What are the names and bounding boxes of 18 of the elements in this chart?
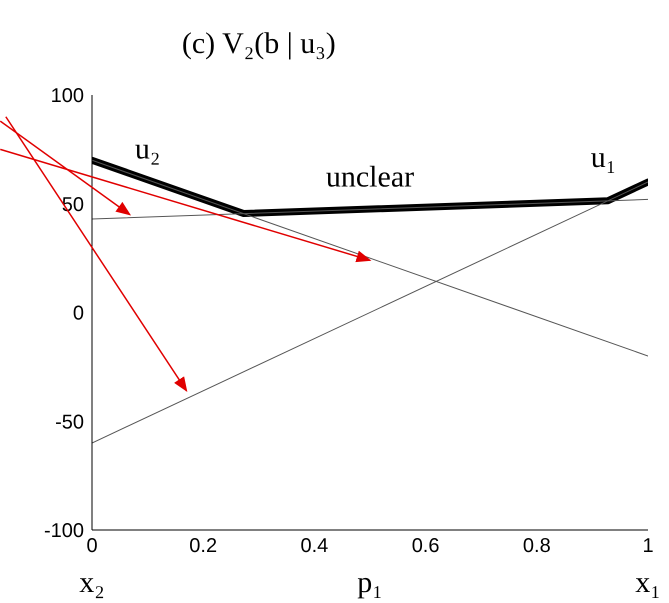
y-tick-label: 0 [72,302,84,325]
x-tick-label: 0.4 [300,535,328,558]
chart-title: (c) V₂(b | u₃) [182,27,336,60]
x-tick-label: 0.2 [189,535,218,558]
x-tick-label: 0.8 [522,535,551,558]
y-tick-label: -100 [44,520,84,542]
y-tick-label: 50 [62,194,84,216]
y-tick-label: 100 [50,85,84,108]
annotation: u₁ [590,141,616,174]
text: x₂ [79,566,105,599]
text: x₁ [635,566,661,599]
x-tick-label: 0 [86,535,98,558]
x-tick-label: 0.6 [412,535,440,558]
x-tick-label: 1 [642,535,654,558]
annotation: unclear [326,160,414,194]
x-axis-title: p₁ [357,566,383,599]
annotation: u₂ [134,132,160,166]
y-tick-label: -50 [55,411,84,434]
